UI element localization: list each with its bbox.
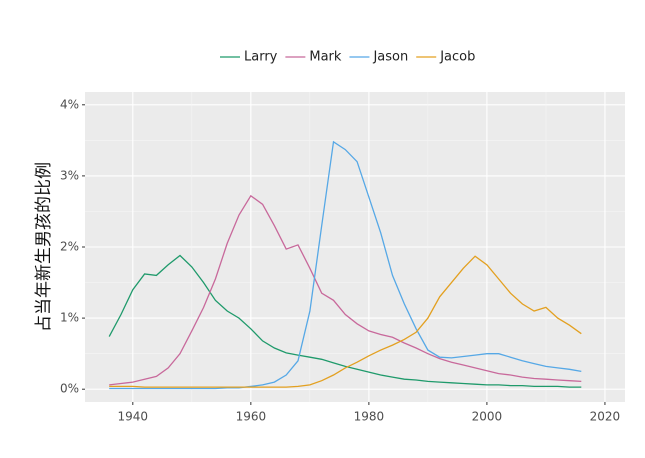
line [109,140,582,390]
y-tick-label: 3% [60,168,79,182]
legend-label: Jacob [439,50,475,65]
y-tick-label: 1% [60,311,79,325]
y-axis-label: 占当年新生男孩的比例 [34,162,54,332]
y-tick-label: 2% [60,240,79,254]
line [109,194,582,386]
legend-label: Larry [244,50,278,65]
y-tick-label: 4% [60,97,79,111]
legend-label: Jason [372,50,408,65]
legend-label: Mark [309,50,342,65]
x-tick-label: 1940 [118,410,149,424]
y-tick-label: 0% [60,382,79,396]
x-tick-label: 1960 [236,410,267,424]
line [108,254,582,388]
x-tick-label: 1980 [354,410,385,424]
x-tick-label: 2000 [472,410,503,424]
line [109,255,582,388]
x-tick-label: 2020 [590,410,621,424]
